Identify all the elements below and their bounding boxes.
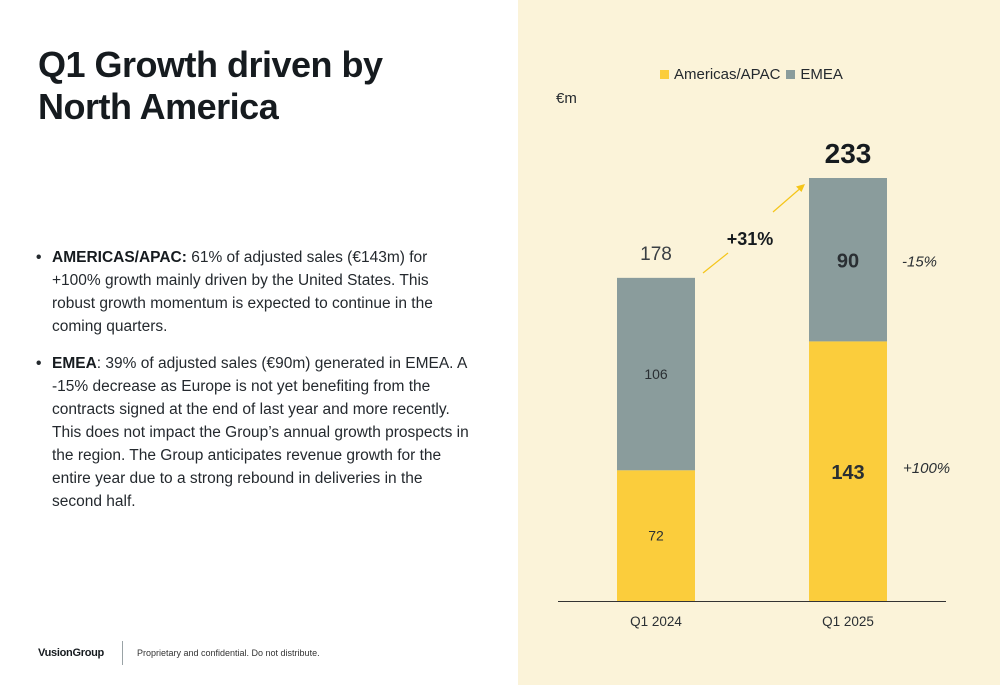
bullet-emea-text: : 39% of adjusted sales (€90m) generated… bbox=[52, 355, 469, 510]
stacked-bar-chart: 72 106 178 Q1 2024 143 90 233 Q1 2025 +31% -15% +1… bbox=[558, 138, 950, 629]
legend-label-emea: EMEA bbox=[800, 66, 843, 83]
company-logo: VusionGroup bbox=[38, 647, 104, 659]
footer-divider bbox=[121, 641, 123, 665]
confidentiality-note: Proprietary and confidential. Do not dis… bbox=[136, 648, 320, 658]
legend-item-emea: EMEA bbox=[786, 66, 843, 83]
bullet-americas-heading: AMERICAS/APAC: bbox=[52, 249, 187, 266]
bar-americas-q1-2025 bbox=[809, 341, 887, 601]
total-label-q1-2024: 178 bbox=[640, 244, 672, 265]
legend-item-americas: Americas/APAC bbox=[660, 66, 780, 83]
bullet-dot: • bbox=[36, 355, 42, 372]
segment-label-americas-q1-2024: 72 bbox=[648, 528, 664, 544]
bullet-emea-heading: EMEA bbox=[52, 355, 97, 372]
footer: VusionGroup Proprietary and confidential… bbox=[38, 640, 320, 666]
segment-label-americas-q1-2025: 143 bbox=[831, 462, 864, 484]
growth-arrow-head bbox=[796, 184, 805, 192]
legend-swatch-emea bbox=[786, 70, 796, 79]
x-tick-label-q1-2024: Q1 2024 bbox=[630, 614, 682, 629]
growth-label: +31% bbox=[727, 229, 774, 249]
segment-label-emea-q1-2024: 106 bbox=[644, 366, 668, 382]
x-tick-label-q1-2025: Q1 2025 bbox=[822, 614, 874, 629]
total-label-q1-2025: 233 bbox=[825, 138, 872, 169]
bullet-americas-text: 61% of adjusted sales (€143m) for +100% … bbox=[52, 249, 433, 335]
slide-title: Q1 Growth driven by North America bbox=[38, 44, 383, 127]
bullet-dot: • bbox=[36, 249, 42, 266]
segment-label-emea-q1-2025: 90 bbox=[837, 251, 859, 273]
growth-arrow-upper bbox=[772, 185, 804, 213]
text-panel bbox=[0, 0, 518, 685]
bullet-list: • AMERICAS/APAC: 61% of adjusted sales (… bbox=[36, 246, 476, 527]
legend-label-americas: Americas/APAC bbox=[674, 66, 781, 83]
chart-panel-background bbox=[518, 0, 1000, 685]
bullet-emea: • EMEA: 39% of adjusted sales (€90m) gen… bbox=[36, 352, 476, 513]
legend-swatch-americas bbox=[660, 70, 669, 79]
bullet-americas: • AMERICAS/APAC: 61% of adjusted sales (… bbox=[36, 246, 476, 338]
bar-emea-q1-2025 bbox=[809, 178, 887, 342]
chart-legend: Americas/APAC EMEA bbox=[660, 66, 849, 83]
change-label-emea: -15% bbox=[902, 254, 937, 271]
unit-label: €m bbox=[556, 90, 577, 107]
change-label-americas: +100% bbox=[903, 460, 950, 477]
bar-emea-q1-2024 bbox=[617, 277, 695, 471]
growth-arrow-lower bbox=[702, 252, 729, 274]
bar-americas-q1-2024 bbox=[617, 470, 695, 601]
